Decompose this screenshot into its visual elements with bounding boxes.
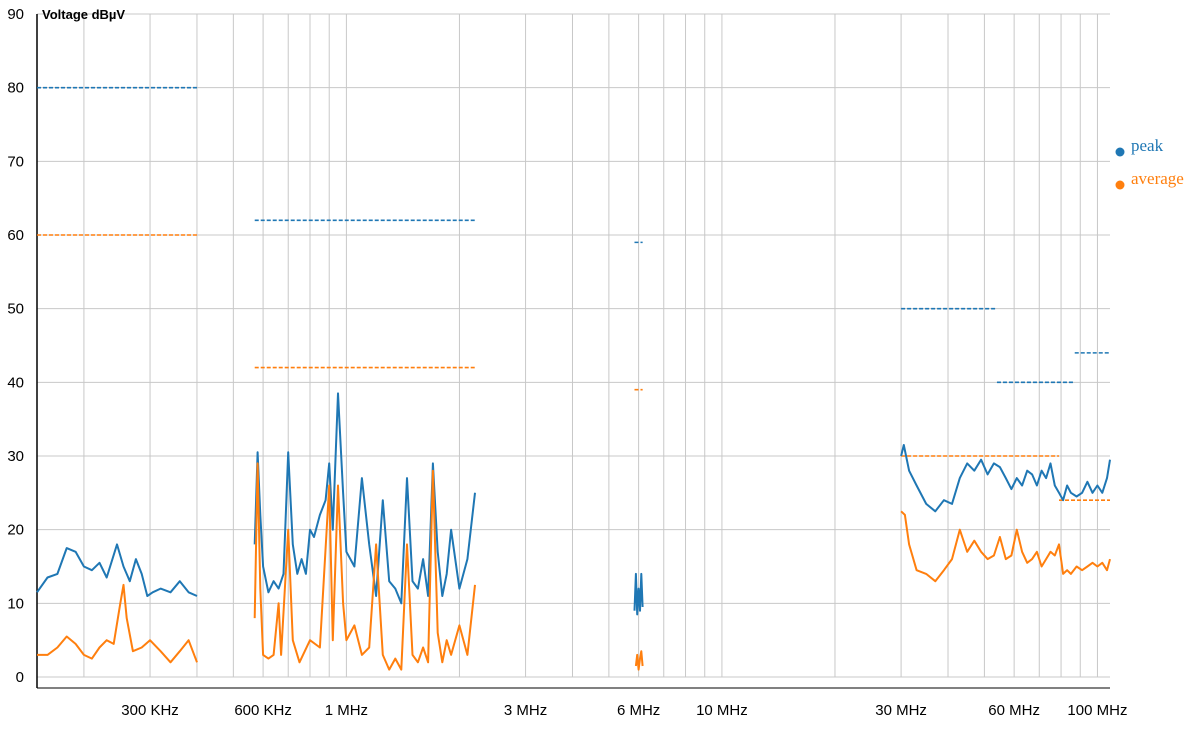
series-line-average [253, 462, 476, 671]
y-tick-label: 10 [7, 595, 24, 612]
legend-marker-average [1115, 180, 1125, 190]
y-tick-label: 50 [7, 301, 24, 318]
series [36, 392, 1111, 671]
y-tick-label: 80 [7, 80, 24, 97]
y-tick-label: 90 [7, 6, 24, 23]
x-tick-label: 600 KHz [234, 702, 292, 719]
series-line-peak [633, 572, 644, 616]
series-line-peak [36, 543, 198, 597]
axes: 0 10 20 30 40 50 60 70 80 90 300 KHz 600 KHz 1 MHz 3 … [7, 6, 1127, 719]
x-tick-label: 3 MHz [504, 702, 547, 719]
x-tick-label: 60 MHz [988, 702, 1040, 719]
y-axis-title: Voltage dBµV [42, 7, 125, 22]
y-tick-label: 60 [7, 227, 24, 244]
legend-marker-peak [1115, 147, 1125, 157]
y-tick-label: 70 [7, 153, 24, 170]
series-line-average [900, 510, 1111, 583]
x-tick-label: 30 MHz [875, 702, 927, 719]
series-line-peak [253, 392, 476, 605]
legend-label-average: average [1131, 169, 1184, 188]
grid [37, 13, 1110, 678]
y-tick-label: 40 [7, 374, 24, 391]
series-line-average [37, 583, 198, 664]
x-tick-label: 100 MHz [1067, 702, 1127, 719]
x-tick-label: 1 MHz [325, 702, 368, 719]
limit-lines [37, 86, 1110, 502]
series-line-peak [900, 444, 1111, 513]
y-tick-label: 30 [7, 448, 24, 465]
legend: peak average [1115, 136, 1184, 190]
y-tick-label: 20 [7, 522, 24, 539]
series-line-average [634, 650, 644, 671]
x-tick-label: 10 MHz [696, 702, 748, 719]
x-tick-label: 6 MHz [617, 702, 660, 719]
y-tick-label: 0 [16, 669, 24, 686]
legend-label-peak: peak [1131, 136, 1164, 155]
x-tick-label: 300 KHz [121, 702, 179, 719]
